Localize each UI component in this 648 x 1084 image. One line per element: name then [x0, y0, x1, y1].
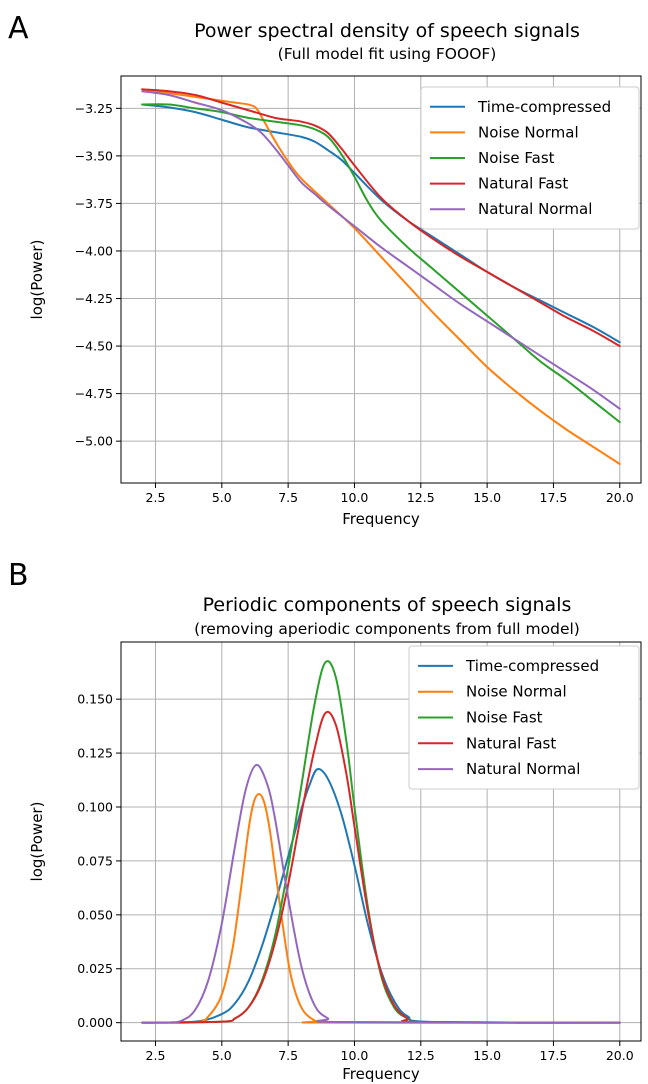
- legend-label-time-compressed: Time-compressed: [465, 657, 599, 675]
- y-tick-label: 0.050: [77, 907, 113, 922]
- x-tick-label: 12.5: [407, 1048, 435, 1063]
- x-tick-label: 2.5: [146, 1048, 166, 1063]
- x-tick-label: 12.5: [407, 490, 435, 505]
- chart-title-a: Power spectral density of speech signals: [194, 20, 580, 42]
- legend-label-time-compressed: Time-compressed: [477, 98, 611, 116]
- x-axis-label: Frequency: [342, 510, 420, 528]
- x-tick-label: 17.5: [540, 490, 568, 505]
- x-tick-label: 2.5: [146, 490, 166, 505]
- y-tick-label: −4.75: [75, 386, 113, 401]
- series-line-natural-normal: [141, 90, 621, 410]
- panel-b-chart: Periodic components of speech signals (re…: [28, 594, 642, 1083]
- y-tick-label: −3.75: [75, 196, 113, 211]
- x-tick-label: 7.5: [278, 490, 298, 505]
- x-tick-label: 5.0: [212, 490, 232, 505]
- plot-frame: [120, 641, 642, 1042]
- x-tick-label: 15.0: [473, 1048, 501, 1063]
- x-axis-label: Frequency: [342, 1065, 420, 1083]
- x-tick-label: 20.0: [606, 490, 634, 505]
- panel-letter-b: B: [8, 558, 29, 593]
- x-tick-label: 7.5: [278, 1048, 298, 1063]
- series-line-noise-fast: [141, 103, 621, 424]
- y-tick-label: 0.000: [77, 1015, 113, 1030]
- legend-box: [420, 86, 640, 230]
- y-axis-label: log(Power): [28, 802, 46, 882]
- chart-subtitle-a: (Full model fit using FOOOF): [278, 45, 497, 63]
- legend: Time-compressed Noise Normal Noise Fast Nat…: [420, 86, 640, 230]
- panel-letter-a: A: [8, 11, 29, 46]
- series-lines: [141, 660, 621, 1024]
- y-tick-label: 0.150: [77, 692, 113, 707]
- x-tick-label: 15.0: [473, 490, 501, 505]
- x-tick-label: 10.0: [341, 490, 369, 505]
- y-tick-label: −4.50: [75, 339, 113, 354]
- y-tick-label: −3.25: [75, 101, 113, 116]
- legend-label-natural-normal: Natural Normal: [466, 760, 580, 778]
- legend: Time-compressed Noise Normal Noise Fast Nat…: [408, 645, 640, 790]
- y-axis-label: log(Power): [28, 240, 46, 320]
- y-tick-label: 0.025: [77, 961, 113, 976]
- chart-title-b: Periodic components of speech signals: [203, 594, 572, 616]
- legend-label-noise-normal: Noise Normal: [478, 123, 579, 141]
- y-tick-label: −5.00: [75, 434, 113, 449]
- legend-label-noise-normal: Noise Normal: [466, 683, 567, 701]
- series-line-noise-normal: [141, 793, 621, 1024]
- legend-box: [408, 645, 640, 790]
- series-line-natural-normal: [141, 763, 621, 1024]
- legend-label-natural-fast: Natural Fast: [466, 734, 556, 752]
- x-tick-label: 5.0: [212, 1048, 232, 1063]
- series-line-natural-fast: [141, 88, 621, 348]
- legend-label-noise-fast: Noise Fast: [466, 709, 543, 727]
- y-tick-label: 0.075: [77, 853, 113, 868]
- legend-label-natural-fast: Natural Fast: [478, 175, 568, 193]
- series-line-natural-fast: [141, 710, 621, 1024]
- series-line-time-compressed: [141, 768, 621, 1024]
- x-tick-label: 20.0: [606, 1048, 634, 1063]
- series-line-time-compressed: [141, 103, 621, 344]
- y-tick-label: 0.100: [77, 799, 113, 814]
- y-tick-label: 0.125: [77, 746, 113, 761]
- y-tick-label: −4.00: [75, 243, 113, 258]
- y-tick-label: −3.50: [75, 148, 113, 163]
- legend-label-noise-fast: Noise Fast: [478, 149, 555, 167]
- series-line-noise-normal: [141, 88, 621, 465]
- series-lines: [141, 88, 621, 465]
- panel-a-chart: Power spectral density of speech signals…: [28, 20, 642, 528]
- x-tick-label: 10.0: [341, 1048, 369, 1063]
- plot-frame: [120, 75, 642, 484]
- legend-label-natural-normal: Natural Normal: [478, 200, 592, 218]
- chart-subtitle-b: (removing aperiodic components from full…: [194, 620, 580, 638]
- y-tick-label: −4.25: [75, 291, 113, 306]
- x-tick-label: 17.5: [540, 1048, 568, 1063]
